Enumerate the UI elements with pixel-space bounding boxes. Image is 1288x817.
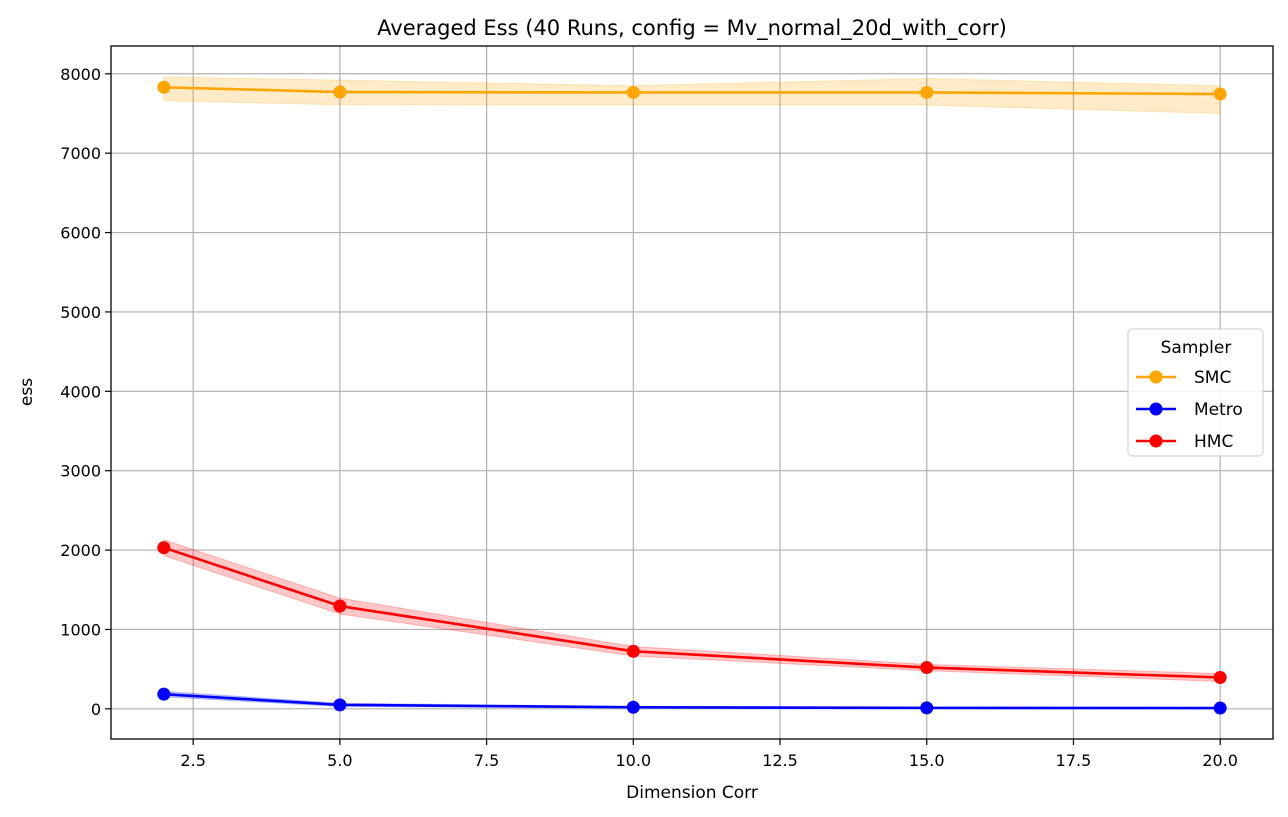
hmc-point xyxy=(920,661,934,675)
x-tick-label: 15.0 xyxy=(909,751,945,770)
x-tick-label: 17.5 xyxy=(1056,751,1092,770)
x-axis-label: Dimension Corr xyxy=(626,783,758,803)
y-tick-label: 3000 xyxy=(60,462,101,481)
hmc-point xyxy=(333,599,347,613)
smc-point xyxy=(1213,87,1227,101)
hmc-point xyxy=(157,541,171,555)
legend-entries: SMC Metro HMC xyxy=(1136,368,1243,452)
metro-point xyxy=(1213,701,1227,715)
legend-metro-label: Metro xyxy=(1194,400,1243,420)
chart-title: Averaged Ess (40 Runs, config = Mv_norma… xyxy=(377,16,1007,41)
legend-smc-marker xyxy=(1149,370,1163,384)
metro-band xyxy=(163,690,1221,710)
series-lines xyxy=(157,80,1227,715)
y-tick-label: 4000 xyxy=(60,382,101,401)
x-tick-label: 7.5 xyxy=(474,751,499,770)
legend-box xyxy=(1127,328,1264,457)
confidence-bands xyxy=(163,76,1221,710)
y-axis-label: ess xyxy=(17,378,37,406)
smc-point xyxy=(333,85,347,99)
x-tick-label: 10.0 xyxy=(616,751,652,770)
metro-point xyxy=(920,701,934,715)
legend: Sampler SMC Metro HMC xyxy=(1127,328,1264,457)
x-tick-label: 5.0 xyxy=(327,751,352,770)
y-tick-label: 8000 xyxy=(60,65,101,84)
metro-point xyxy=(333,698,347,712)
hmc-band xyxy=(163,539,1221,682)
x-tick-label: 12.5 xyxy=(762,751,798,770)
y-tick-label: 1000 xyxy=(60,620,101,639)
legend-smc-label: SMC xyxy=(1194,368,1231,388)
smc-point xyxy=(157,80,171,94)
y-tick-label: 0 xyxy=(91,700,101,719)
plot-frame xyxy=(110,45,1274,740)
x-tick-label: 2.5 xyxy=(180,751,205,770)
smc-band xyxy=(163,76,1221,114)
metro-point xyxy=(157,687,171,701)
y-tick-label: 7000 xyxy=(60,144,101,163)
grid-layer xyxy=(111,46,1273,739)
metro-point xyxy=(626,700,640,714)
y-tick-label: 6000 xyxy=(60,224,101,243)
legend-hmc-label: HMC xyxy=(1194,432,1233,452)
legend-metro-marker xyxy=(1149,402,1163,416)
y-tick-label: 2000 xyxy=(60,541,101,560)
x-axis-ticks: 2.5 5.0 7.5 10.0 12.5 15.0 17.5 20.0 xyxy=(180,739,1238,770)
smc-point xyxy=(626,85,640,99)
y-axis-ticks: 0 1000 2000 3000 4000 5000 6000 7000 8000 xyxy=(60,65,111,719)
smc-point xyxy=(920,85,934,99)
hmc-point xyxy=(1213,670,1227,684)
legend-hmc-marker xyxy=(1149,434,1163,448)
y-tick-label: 5000 xyxy=(60,303,101,322)
legend-title: Sampler xyxy=(1161,338,1232,358)
x-tick-label: 20.0 xyxy=(1202,751,1238,770)
hmc-point xyxy=(626,644,640,658)
